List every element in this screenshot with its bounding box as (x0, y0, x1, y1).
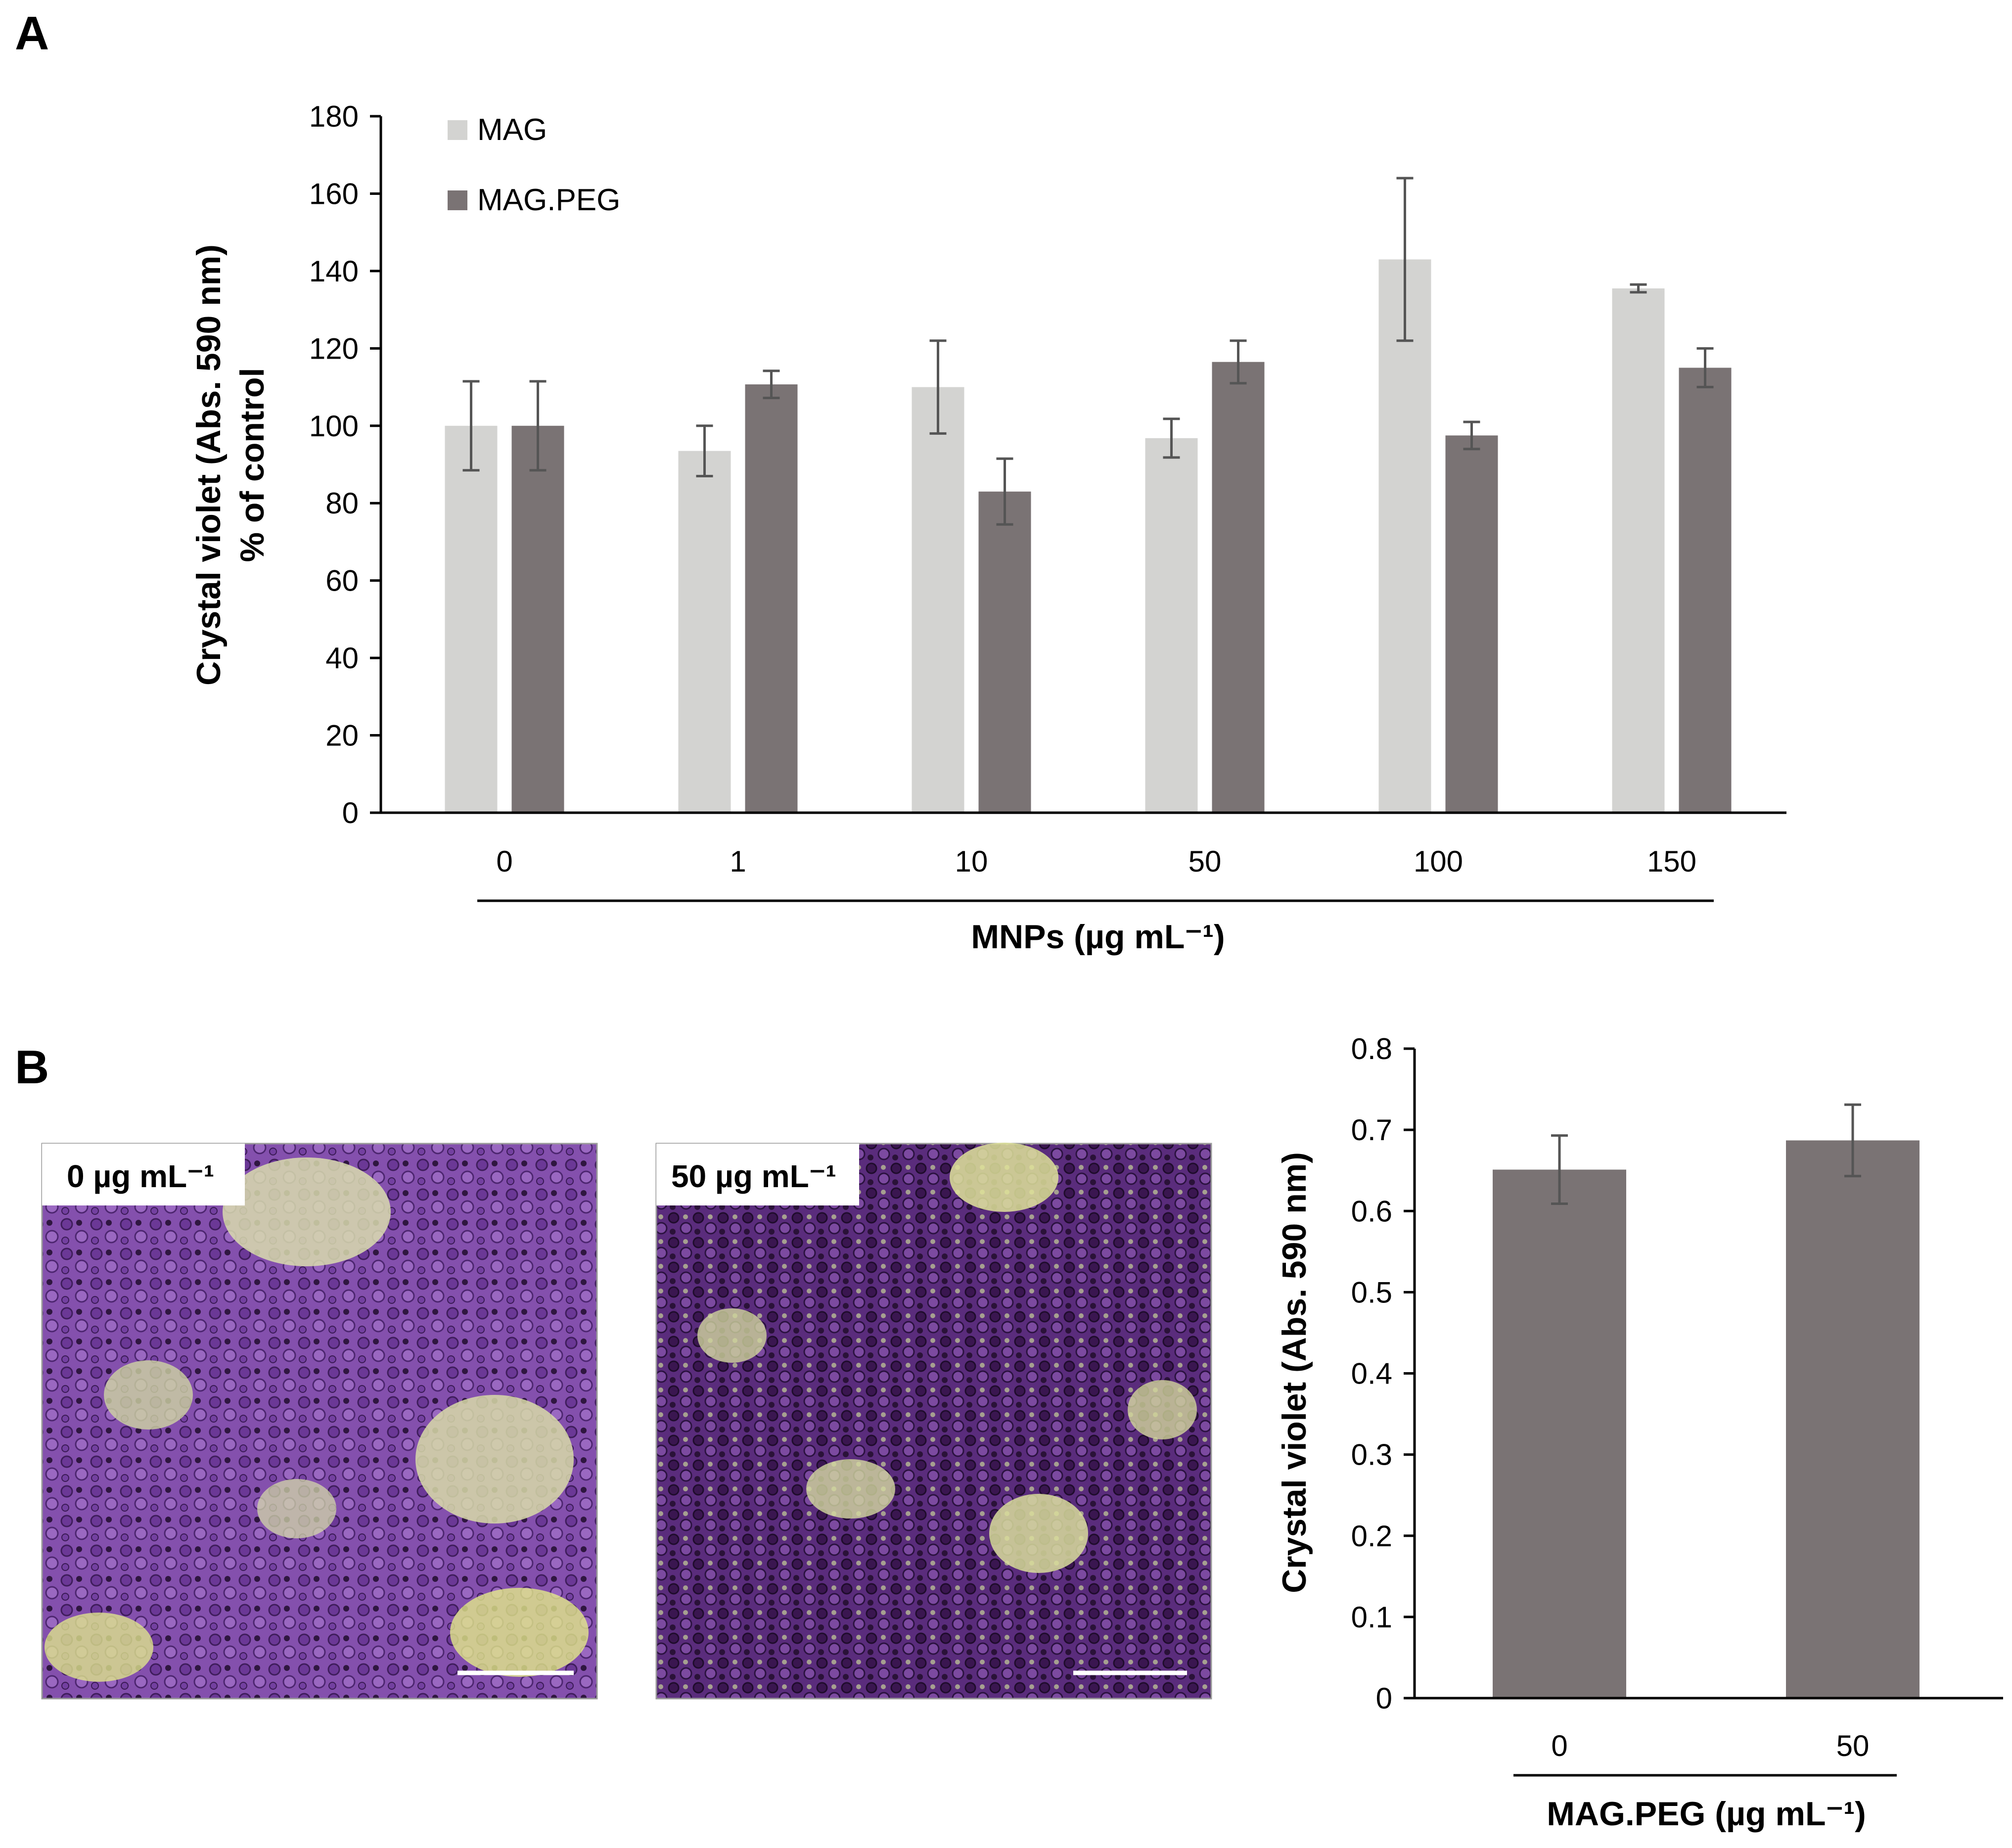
chart-a-y-tick-label: 40 (325, 642, 359, 675)
chart-a-error-bar (996, 457, 1013, 526)
micrograph-50-clear-patch (950, 1143, 1058, 1212)
chart-a-error-bar (1230, 339, 1247, 385)
chart-b-x-ticks: 0 50 (1551, 1729, 1869, 1762)
micrograph-0-clear-patch (104, 1360, 193, 1430)
chart-a-error-bar (529, 380, 547, 472)
chart-a-y-tick-label: 120 (309, 332, 359, 365)
chart-a-y-label: Crystal violet (Abs. 590 nm) % of contro… (190, 244, 271, 686)
chart-b-bar-mag-peg-50 (1786, 1140, 1920, 1698)
chart-b-y-tick-label: 0.1 (1351, 1601, 1392, 1634)
chart-a-error-bar (462, 380, 480, 472)
chart-a-bar-mag-peg-150 (1679, 368, 1732, 813)
chart-b-y-tick-label: 0.3 (1351, 1438, 1392, 1472)
micrograph-50-clear-patch (806, 1459, 895, 1519)
chart-a-bar-mag-100 (1378, 259, 1431, 813)
chart-a-error-bar (696, 424, 713, 477)
micrograph-50-label: 50 µg mL⁻¹ (671, 1158, 836, 1194)
chart-a-y-tick-label: 100 (309, 410, 359, 443)
chart-a-legend: MAG MAG.PEG (448, 113, 620, 217)
chart-a-error-bar (1630, 283, 1647, 294)
chart-a-error-bar (1163, 417, 1180, 459)
chart-a-y-tick-label: 0 (342, 796, 359, 830)
chart-b-y-tick-label: 0 (1376, 1682, 1392, 1715)
chart-b-error-bar (1551, 1134, 1568, 1205)
chart-a-x-label: MNPs (µg mL⁻¹) (971, 918, 1225, 956)
legend-swatch-mag-peg (448, 190, 467, 210)
chart-a-bar-mag-peg-1 (745, 384, 798, 813)
legend-label-mag-peg: MAG.PEG (477, 183, 620, 217)
chart-a-bar-mag-peg-0 (511, 425, 564, 813)
chart-a-x-tick-label: 10 (955, 845, 988, 878)
chart-a-y-tick-label: 140 (309, 255, 359, 288)
legend-swatch-mag (448, 120, 467, 140)
chart-b-bar-mag-peg-0 (1493, 1169, 1626, 1698)
panel-label-a: A (15, 7, 49, 60)
chart-b-y-label-text: Crystal violet (Abs. 590 nm) (1276, 1152, 1313, 1593)
chart-b-x-tick-label: 50 (1836, 1729, 1870, 1762)
micrograph-50-clear-patch (1128, 1380, 1197, 1439)
chart-b-x-label: MAG.PEG (µg mL⁻¹) (1547, 1795, 1866, 1833)
chart-a-bar-mag-1 (678, 451, 731, 813)
chart-a-error-bar (929, 339, 947, 435)
chart-a-error-bar (763, 370, 780, 399)
chart-a-bar-mag-peg-50 (1212, 362, 1265, 813)
chart-b-x-tick-label: 0 (1551, 1729, 1567, 1762)
chart-b-y-tick-label: 0.8 (1351, 1032, 1392, 1065)
legend-label-mag: MAG (477, 113, 547, 147)
chart-a-x-tick-label: 1 (730, 845, 746, 878)
chart-a-x-ticks: 0 1 10 50 100 150 (496, 845, 1696, 878)
micrograph-0-clear-patch (223, 1157, 391, 1266)
chart-a-bar-mag-peg-10 (978, 491, 1031, 813)
chart-b-y-axis: 0 0.1 0.2 0.3 0.4 0.5 0.6 0.7 0.8 (1351, 1032, 1415, 1715)
chart-b-y-label: Crystal violet (Abs. 590 nm) (1276, 1152, 1313, 1593)
chart-b-y-tick-label: 0.4 (1351, 1357, 1392, 1390)
chart-a-bar-mag-10 (912, 387, 964, 813)
chart-a-y-label-line1: Crystal violet (Abs. 590 nm) (190, 244, 228, 686)
micrograph-50-clear-patch (989, 1494, 1088, 1573)
micrograph-50-label-box (656, 1144, 859, 1205)
micrograph-0-clear-patch (45, 1613, 153, 1682)
chart-a-bar-mag-peg-100 (1445, 435, 1498, 813)
chart-a-y-axis: 0 20 40 60 80 100 120 140 160 180 (309, 100, 381, 830)
micrograph-50-clear-patch (697, 1308, 767, 1363)
chart-a-bar-mag-150 (1612, 288, 1665, 813)
micrograph-0-clear-patch (415, 1395, 574, 1524)
chart-b-error-bar (1844, 1103, 1861, 1178)
micrograph-0-label: 0 µg mL⁻¹ (67, 1158, 214, 1194)
chart-b-y-tick-label: 0.5 (1351, 1276, 1392, 1309)
chart-b-y-tick-label: 0.6 (1351, 1195, 1392, 1228)
micrograph-50-image (655, 1143, 1212, 1700)
chart-b: 0 0.1 0.2 0.3 0.4 0.5 0.6 0.7 0.8 0 50 MAG.PEG (µ… (1276, 1032, 2003, 1833)
chart-b-bars (1493, 1103, 1920, 1698)
micrograph-0-clear-patch (257, 1479, 336, 1538)
micrograph-50: 50 µg mL⁻¹ (655, 1143, 1212, 1700)
chart-a-error-bar (1696, 347, 1714, 389)
chart-a-y-label-line2: % of control (233, 368, 271, 562)
micrograph-0-clear-patch (450, 1588, 589, 1677)
chart-a-error-bar (1463, 420, 1480, 451)
chart-a-x-tick-label: 0 (496, 845, 512, 878)
chart-a-x-tick-label: 50 (1189, 845, 1222, 878)
chart-b-y-tick-label: 0.7 (1351, 1113, 1392, 1147)
chart-a-x-tick-label: 100 (1414, 845, 1463, 878)
chart-a-y-tick-label: 160 (309, 177, 359, 210)
micrograph-0-label-box (42, 1144, 245, 1205)
chart-a-bar-mag-0 (445, 425, 498, 813)
chart-a: 0 20 40 60 80 100 120 140 160 180 0 1 10 50 100 150 MN… (190, 100, 1786, 956)
chart-a-error-bar (1396, 177, 1414, 342)
chart-a-x-tick-label: 150 (1647, 845, 1696, 878)
chart-b-y-tick-label: 0.2 (1351, 1520, 1392, 1553)
chart-a-y-tick-label: 20 (325, 719, 359, 752)
chart-a-y-tick-label: 60 (325, 564, 359, 598)
chart-a-y-tick-label: 80 (325, 487, 359, 520)
chart-a-bars (445, 177, 1732, 813)
chart-a-bar-mag-50 (1145, 438, 1198, 813)
micrograph-0: 0 µg mL⁻¹ (41, 1143, 598, 1700)
panel-label-b: B (15, 1041, 49, 1094)
chart-a-y-tick-label: 180 (309, 100, 359, 133)
